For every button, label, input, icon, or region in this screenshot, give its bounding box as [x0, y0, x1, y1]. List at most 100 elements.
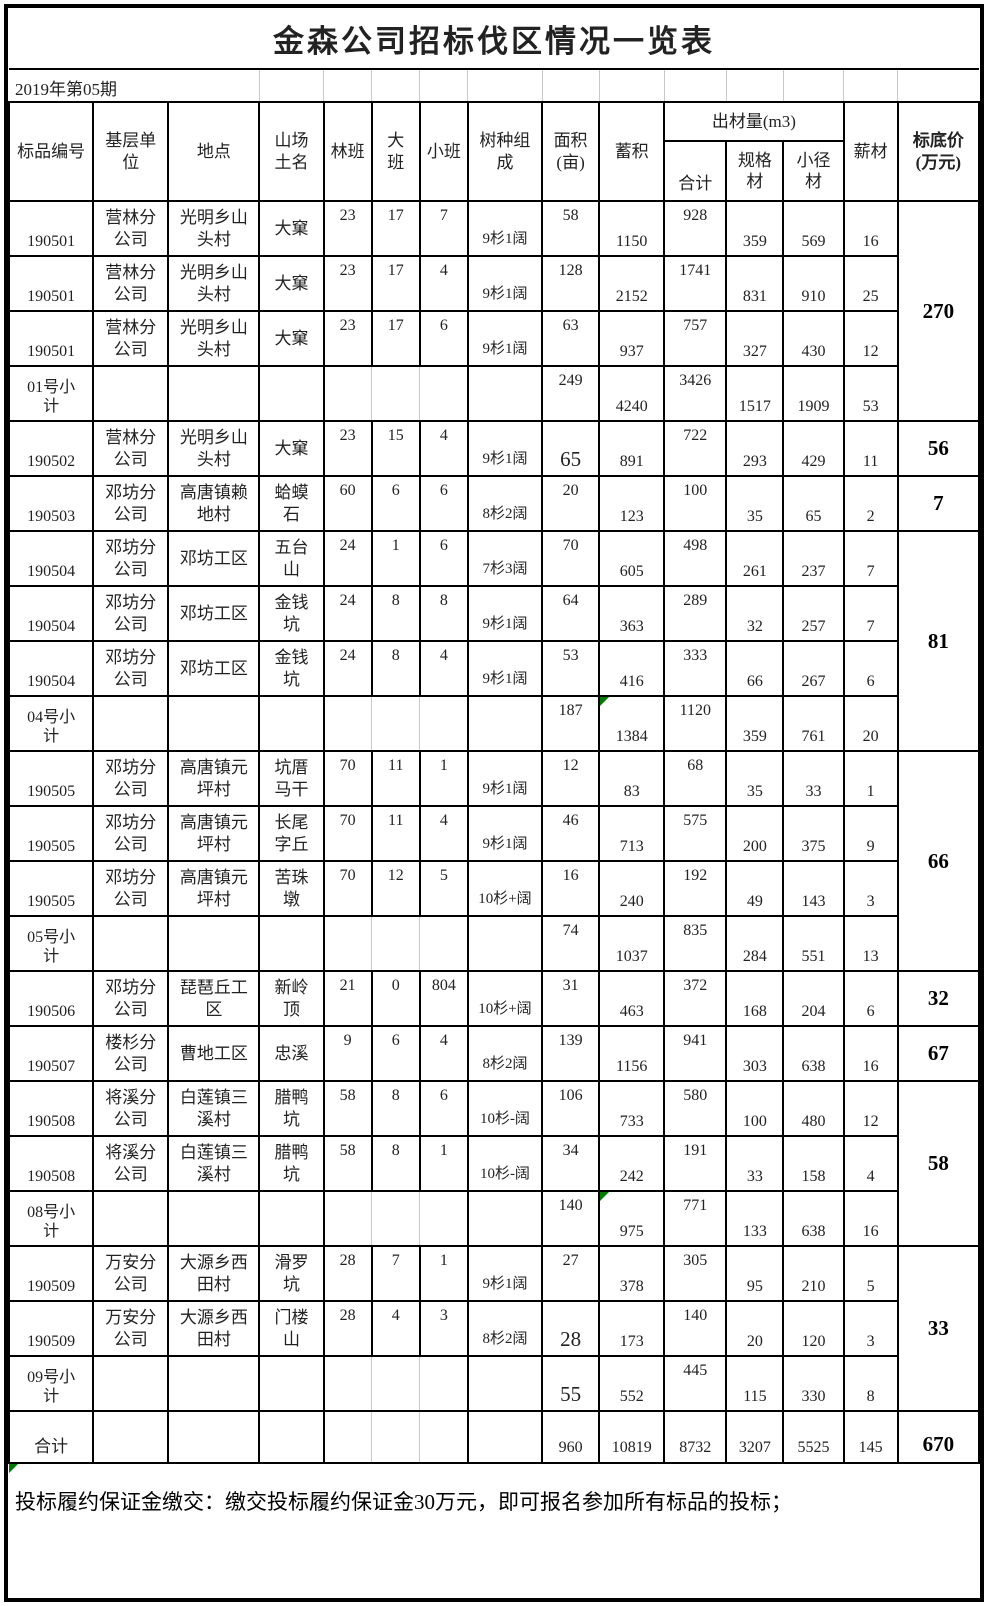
cell: 31: [541, 970, 601, 1027]
grid-cell: [371, 69, 421, 103]
cell: 8: [370, 640, 421, 697]
cell: 569: [782, 200, 845, 257]
base-price-cell: 56: [896, 420, 981, 477]
bid-no-cell: 190505: [7, 750, 95, 807]
column-header-species: 树种组成: [466, 101, 544, 202]
row-label-cell: 05号小计: [7, 915, 95, 972]
cell: 242: [598, 1135, 666, 1192]
cell: 新岭顶: [258, 970, 325, 1027]
cell: 70: [322, 750, 373, 807]
bid-no-cell: 190504: [7, 530, 95, 587]
bid-no-cell: 190509: [7, 1300, 95, 1357]
cell: 8: [842, 1355, 899, 1412]
cell: [322, 1355, 373, 1412]
cell: 10杉-阔: [466, 1080, 544, 1137]
cell: [419, 365, 469, 422]
cell: 49: [725, 860, 785, 917]
bid-no-cell: 190503: [7, 475, 95, 532]
cell: 邓坊分公司: [92, 640, 170, 697]
cell: 123: [598, 475, 666, 532]
row-label-cell: 04号小计: [7, 695, 95, 752]
cell: [419, 1355, 469, 1412]
cell: 1909: [782, 365, 845, 422]
cell: 480: [782, 1080, 845, 1137]
column-header-forest-class: 林班: [322, 101, 373, 202]
cell: 曹地工区: [167, 1025, 261, 1082]
cell: 10杉+阔: [466, 970, 544, 1027]
cell: 210: [782, 1245, 845, 1302]
cell: 9杉1阔: [466, 420, 544, 477]
subtotal-row: 08号小计 140 975 771 133 638 16: [7, 1190, 979, 1247]
cell: [258, 1190, 325, 1247]
cell: 1150: [598, 200, 666, 257]
cell: 15: [370, 420, 421, 477]
header-row: 标品编号 基层单位 地点 山场土名 林班 大班 小班 树种组成 面积(亩) 蓄积…: [7, 101, 981, 202]
cell: 58: [541, 200, 601, 257]
cell: 高唐镇元坪村: [167, 860, 261, 917]
cell: 74: [541, 915, 601, 972]
cell: [322, 1410, 373, 1464]
bid-no-cell: 190505: [7, 860, 95, 917]
cell: 28: [322, 1245, 373, 1302]
cell: 575: [663, 805, 728, 862]
cell: 9: [842, 805, 899, 862]
cell: 门楼山: [258, 1300, 325, 1357]
cell: 16: [541, 860, 601, 917]
cell: 284: [725, 915, 785, 972]
cell: 16: [842, 1190, 899, 1247]
bid-no-cell: 190504: [7, 585, 95, 642]
cell: 1517: [725, 365, 785, 422]
base-price-cell: 66: [896, 750, 981, 972]
bid-no-cell: 190501: [7, 310, 95, 367]
cell: 23: [322, 200, 373, 257]
cell: 580: [663, 1080, 728, 1137]
cell: 70: [322, 805, 373, 862]
cell: 359: [725, 695, 785, 752]
table-row: 190505 邓坊分公司 高唐镇元坪村 坑厝马干 70 11 1 9杉1阔 12 83 68 35 33…: [7, 750, 981, 972]
cell: 192: [663, 860, 728, 917]
cell: 55: [541, 1355, 601, 1412]
cell: [322, 695, 373, 752]
cell: 高唐镇元坪村: [167, 805, 261, 862]
subtotal-row: 05号小计 74 1037 835 284 551 13: [7, 915, 979, 972]
cell: 将溪分公司: [92, 1135, 170, 1192]
cell: 3426: [663, 365, 728, 422]
cell: 638: [782, 1025, 845, 1082]
cell: 8杉2阔: [466, 1300, 544, 1357]
grid-cell: [542, 69, 600, 103]
table-row: 190505 邓坊分公司 高唐镇元坪村 苦珠墩 70 12 5 10杉+阔 16 240 192 49…: [7, 860, 979, 917]
cell: 10杉-阔: [466, 1135, 544, 1192]
cell: [167, 1410, 261, 1464]
cell: 120: [782, 1300, 845, 1357]
cell: 722: [663, 420, 728, 477]
table-row: 190505 邓坊分公司 高唐镇元坪村 长尾字丘 70 11 4 9杉1阔 46 713 575 20…: [7, 805, 979, 862]
cell: [258, 695, 325, 752]
table-row: 190504 邓坊分公司 邓坊工区 五台山 24 1 6 7杉3阔 70 605 498 261 237…: [7, 530, 981, 752]
cell: 32: [725, 585, 785, 642]
column-header-volume: 蓄积: [598, 101, 666, 202]
cell: 133: [725, 1190, 785, 1247]
cell: 416: [598, 640, 666, 697]
cell: [167, 695, 261, 752]
cell: 975: [598, 1190, 666, 1247]
table-row: 190504 邓坊分公司 邓坊工区 金钱坑 24 8 4 9杉1阔 53 416 333 66 267 6: [7, 640, 979, 697]
table-row: 190501 营林分公司 光明乡山头村 大窠 23 17 7 9杉1阔 58 1150 928 359…: [7, 200, 981, 422]
cell: 289: [663, 585, 728, 642]
error-flag-triangle: [601, 1193, 610, 1201]
cell: 261: [725, 530, 785, 587]
cell: 8杉2阔: [466, 1025, 544, 1082]
cell: 100: [663, 475, 728, 532]
table-row: 190506 邓坊分公司 琵琶丘工区 新岭顶 21 0 804 10杉+阔 31 463 372 16…: [7, 970, 981, 1027]
cell: 万安分公司: [92, 1300, 170, 1357]
cell: [466, 695, 544, 752]
cell: 65: [782, 475, 845, 532]
cell: 10杉+阔: [466, 860, 544, 917]
cell: 营林分公司: [92, 255, 170, 312]
cell: 498: [663, 530, 728, 587]
cell: 20: [541, 475, 601, 532]
cell: 1: [418, 750, 469, 807]
cell: 293: [725, 420, 785, 477]
cell: 苦珠墩: [258, 860, 325, 917]
cell: 3: [842, 860, 899, 917]
cell: 60: [322, 475, 373, 532]
